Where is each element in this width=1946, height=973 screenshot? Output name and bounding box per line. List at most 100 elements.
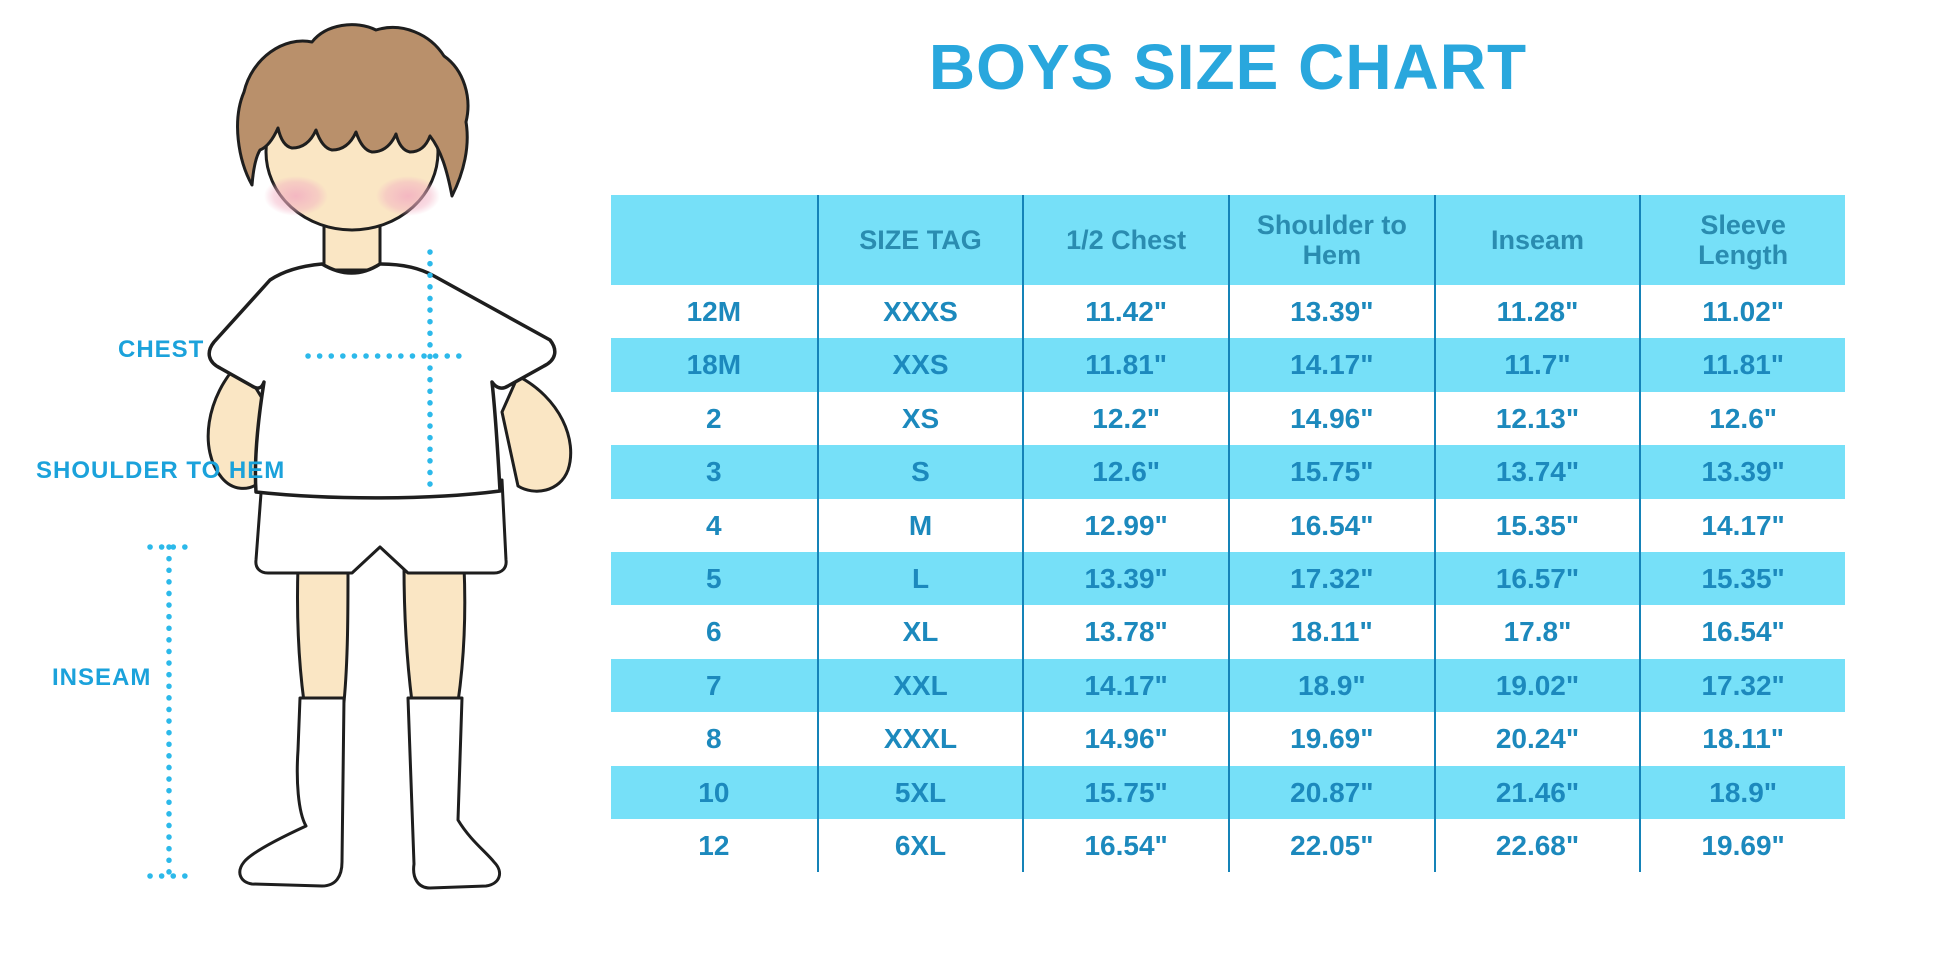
value-cell: 15.75" <box>1022 765 1228 819</box>
value-cell: 17.32" <box>1639 658 1845 713</box>
value-cell: 20.24" <box>1433 712 1640 766</box>
right-cheek-blush <box>376 176 440 216</box>
value-cell: L <box>816 551 1023 606</box>
value-cell: M <box>816 498 1023 552</box>
value-cell: 18.9" <box>1639 765 1845 819</box>
value-cell: XL <box>816 605 1023 659</box>
size-cell: 6 <box>706 616 722 648</box>
right-arm <box>500 374 573 493</box>
value-cell: XXL <box>816 658 1023 713</box>
value-cell: 11.28" <box>1433 285 1640 339</box>
column-header: Shoulder to Hem <box>1228 195 1434 285</box>
right-sock <box>406 696 502 890</box>
value-cell: 18.11" <box>1639 712 1845 766</box>
value-cell: S <box>816 445 1023 499</box>
table-row: 7 XXL 14.17" 18.9" 19.02" 17.32" <box>611 658 1845 713</box>
size-cell: 18M <box>686 349 742 381</box>
inseam-label: INSEAM <box>52 664 152 691</box>
size-cell: 4 <box>706 509 722 541</box>
value-cell: 16.54" <box>1639 605 1845 659</box>
value-cell: 15.35" <box>1639 551 1845 606</box>
left-leg <box>295 564 350 704</box>
right-leg <box>402 564 467 704</box>
value-cell: 18.9" <box>1228 658 1434 713</box>
value-cell: 12.99" <box>1022 498 1228 552</box>
value-cell: 16.54" <box>1228 498 1434 552</box>
chest-label: CHEST <box>118 336 205 363</box>
size-cell: 10 <box>698 776 730 808</box>
value-cell: 13.39" <box>1022 551 1228 606</box>
size-cell: 12 <box>698 829 730 861</box>
size-cell: 7 <box>706 669 722 701</box>
value-cell: 22.68" <box>1433 818 1640 873</box>
value-cell: XXS <box>816 338 1023 392</box>
value-cell: 14.96" <box>1228 391 1434 446</box>
table-row: 8 XXXL 14.96" 19.69" 20.24" 18.11" <box>611 712 1845 766</box>
table-row: 4 M 12.99" 16.54" 15.35" 14.17" <box>611 498 1845 552</box>
value-cell: 13.39" <box>1228 285 1434 339</box>
table-body: 12M XXXS 11.42" 13.39" 11.28" 11.02" 18M XXS 11.… <box>611 285 1845 873</box>
value-cell: 22.05" <box>1228 818 1434 873</box>
column-header: SIZE TAG <box>816 195 1023 285</box>
value-cell: 17.32" <box>1228 551 1434 606</box>
column-header: Sleeve Length <box>1639 195 1845 285</box>
value-cell: 6XL <box>816 818 1023 873</box>
value-cell: 14.96" <box>1022 712 1228 766</box>
value-cell: 21.46" <box>1433 765 1640 819</box>
table-row: 18M XXS 11.81" 14.17" 11.7" 11.81" <box>611 338 1845 392</box>
value-cell: 17.8" <box>1433 605 1640 659</box>
shoulder-to-hem-label: SHOULDER TO HEM <box>36 457 286 484</box>
size-cell: 8 <box>706 723 722 755</box>
value-cell: 11.7" <box>1433 338 1640 392</box>
left-arm <box>206 360 270 490</box>
value-cell: 11.81" <box>1639 338 1845 392</box>
column-header <box>611 195 817 285</box>
table-row: 10 5XL 15.75" 20.87" 21.46" 18.9" <box>611 765 1845 819</box>
table-row: 3 S 12.6" 15.75" 13.74" 13.39" <box>611 445 1845 499</box>
left-sock <box>238 696 346 888</box>
value-cell: 15.75" <box>1228 445 1434 499</box>
page-title: BOYS SIZE CHART <box>928 31 1528 103</box>
table-row: 12 6XL 16.54" 22.05" 22.68" 19.69" <box>611 818 1845 873</box>
value-cell: 12.13" <box>1433 391 1640 446</box>
table-row: 5 L 13.39" 17.32" 16.57" 15.35" <box>611 551 1845 606</box>
value-cell: XXXL <box>816 712 1023 766</box>
value-cell: 12.6" <box>1639 391 1845 446</box>
value-cell: 14.17" <box>1022 658 1228 713</box>
value-cell: 5XL <box>816 765 1023 819</box>
size-cell: 5 <box>706 562 722 594</box>
value-cell: 11.81" <box>1022 338 1228 392</box>
size-table: SIZE TAG 1/2 Chest Shoulder to Hem Inseam Sl… <box>611 195 1845 873</box>
shorts <box>254 478 508 575</box>
value-cell: XXXS <box>816 285 1023 339</box>
value-cell: 13.78" <box>1022 605 1228 659</box>
value-cell: 18.11" <box>1228 605 1434 659</box>
column-header: Inseam <box>1433 195 1640 285</box>
size-cell: 12M <box>686 296 742 328</box>
value-cell: 11.02" <box>1639 285 1845 339</box>
value-cell: 19.69" <box>1639 818 1845 873</box>
value-cell: 16.57" <box>1433 551 1640 606</box>
value-cell: 13.39" <box>1639 445 1845 499</box>
table-row: 6 XL 13.78" 18.11" 17.8" 16.54" <box>611 605 1845 659</box>
value-cell: 15.35" <box>1433 498 1640 552</box>
value-cell: 16.54" <box>1022 818 1228 873</box>
value-cell: 19.02" <box>1433 658 1640 713</box>
value-cell: 11.42" <box>1022 285 1228 339</box>
t-shirt <box>207 262 557 500</box>
boy-measurement-illustration <box>147 23 573 890</box>
value-cell: 19.69" <box>1228 712 1434 766</box>
value-cell: XS <box>816 391 1023 446</box>
value-cell: 14.17" <box>1639 498 1845 552</box>
column-header: 1/2 Chest <box>1022 195 1228 285</box>
size-cell: 3 <box>706 456 722 488</box>
hair <box>236 23 470 198</box>
table-header-row: SIZE TAG 1/2 Chest Shoulder to Hem Inseam Sl… <box>611 195 1845 285</box>
value-cell: 13.74" <box>1433 445 1640 499</box>
value-cell: 20.87" <box>1228 765 1434 819</box>
table-row: 2 XS 12.2" 14.96" 12.13" 12.6" <box>611 391 1845 446</box>
value-cell: 14.17" <box>1228 338 1434 392</box>
left-cheek-blush <box>264 176 328 216</box>
value-cell: 12.2" <box>1022 391 1228 446</box>
